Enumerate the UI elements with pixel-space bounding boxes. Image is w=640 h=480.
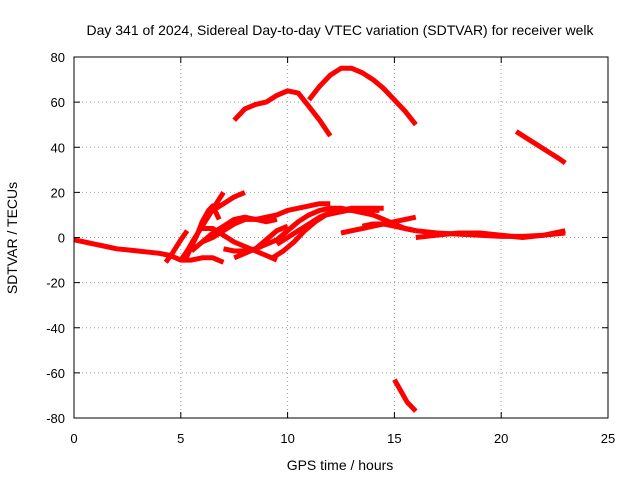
y-tick-label: -80 <box>46 411 65 426</box>
y-tick-label: -60 <box>46 366 65 381</box>
x-tick-label: 5 <box>177 431 184 446</box>
chart-title: Day 341 of 2024, Sidereal Day-to-day VTE… <box>86 22 594 38</box>
y-axis-label: SDTVAR / TECUs <box>4 182 20 294</box>
series-arc-20 <box>392 378 418 413</box>
y-tick-label: 60 <box>51 95 65 110</box>
series-arc-14 <box>361 214 417 229</box>
series-arc-01 <box>73 237 225 265</box>
tick-labels: 0 5 10 15 20 25 -80 -60 -40 -20 0 20 40 60 80 <box>46 50 615 446</box>
y-tick-label: 40 <box>51 140 65 155</box>
x-tick-label: 10 <box>280 431 294 446</box>
series-arc-07 <box>202 226 278 263</box>
x-axis-label: GPS time / hours <box>287 457 394 473</box>
y-tick-label: 0 <box>58 231 65 246</box>
y-tick-label: -20 <box>46 276 65 291</box>
plot-area <box>73 65 567 413</box>
series-arc-09 <box>233 223 289 261</box>
series-arc-16 <box>415 228 566 240</box>
series-arc-12 <box>275 205 384 247</box>
x-tick-label: 25 <box>601 431 615 446</box>
y-tick-label: 80 <box>51 50 65 65</box>
x-tick-label: 20 <box>494 431 508 446</box>
series-arc-19 <box>514 129 567 166</box>
y-tick-label: -40 <box>46 321 65 336</box>
series-arc-06 <box>201 201 331 245</box>
series-arc-18 <box>307 65 418 127</box>
series-arc-02 <box>163 229 190 264</box>
series-arc-17 <box>232 88 333 138</box>
x-tick-label: 0 <box>70 431 77 446</box>
series-arc-10 <box>211 190 246 213</box>
y-tick-label: 20 <box>51 185 65 200</box>
x-tick-label: 15 <box>387 431 401 446</box>
series-arc-04 <box>182 203 222 262</box>
